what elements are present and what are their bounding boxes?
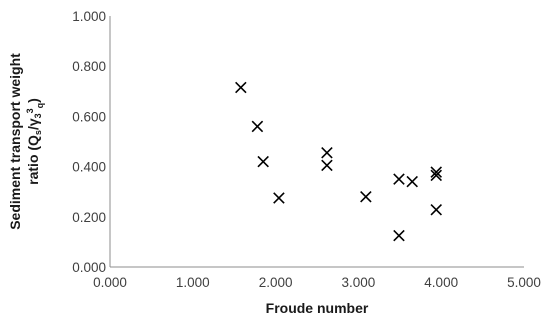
y-title-gamma: /γ <box>25 118 41 130</box>
data-point-11 <box>430 166 442 178</box>
y-tick-label: 0.000 <box>72 260 106 275</box>
x-axis-title: Froude number <box>266 300 369 316</box>
data-points <box>235 81 442 242</box>
data-point-10 <box>406 175 418 188</box>
x-tick-labels: 0.000 1.000 2.000 3.000 4.000 5.000 <box>93 275 541 290</box>
data-point-13 <box>430 204 442 216</box>
y-tick-label: 0.200 <box>72 210 106 225</box>
data-point-12 <box>430 169 442 182</box>
x-tick-label: 3.000 <box>342 275 376 290</box>
y-axis-title: Sediment transport weight ratio (Qs/γ33q) <box>7 53 45 230</box>
data-point-8 <box>393 173 405 185</box>
data-point-6 <box>321 159 333 172</box>
x-tick-label: 2.000 <box>259 275 293 290</box>
x-tick-label: 5.000 <box>507 275 541 290</box>
y-title-subscript-q: q <box>35 103 45 109</box>
y-tick-label: 0.400 <box>72 160 106 175</box>
data-point-2 <box>251 120 264 133</box>
data-point-1 <box>235 81 247 94</box>
y-tick-label: 1.000 <box>72 9 106 24</box>
x-tick-label: 1.000 <box>176 275 210 290</box>
y-tick-label: 0.800 <box>72 59 106 74</box>
axes <box>109 16 524 268</box>
y-title-close-paren: ) <box>25 98 41 103</box>
data-point-5 <box>321 147 333 159</box>
x-tick-label: 4.000 <box>424 275 458 290</box>
y-tick-labels: 0.000 0.200 0.400 0.600 0.800 1.000 <box>72 9 106 275</box>
data-point-7 <box>360 190 372 203</box>
y-tick-label: 0.600 <box>72 109 106 124</box>
data-point-4 <box>273 192 285 204</box>
data-point-3 <box>257 155 269 168</box>
data-point-9 <box>393 229 405 242</box>
y-title-superscript-3: 3 <box>25 108 35 113</box>
y-title-subscript-s: s <box>33 130 43 135</box>
y-axis-title-line-1: Sediment transport weight <box>7 53 23 230</box>
y-axis-title-line-2: ratio (Q <box>25 135 41 185</box>
y-title-subscript-3: 3 <box>33 113 43 118</box>
x-tick-label: 0.000 <box>93 275 127 290</box>
